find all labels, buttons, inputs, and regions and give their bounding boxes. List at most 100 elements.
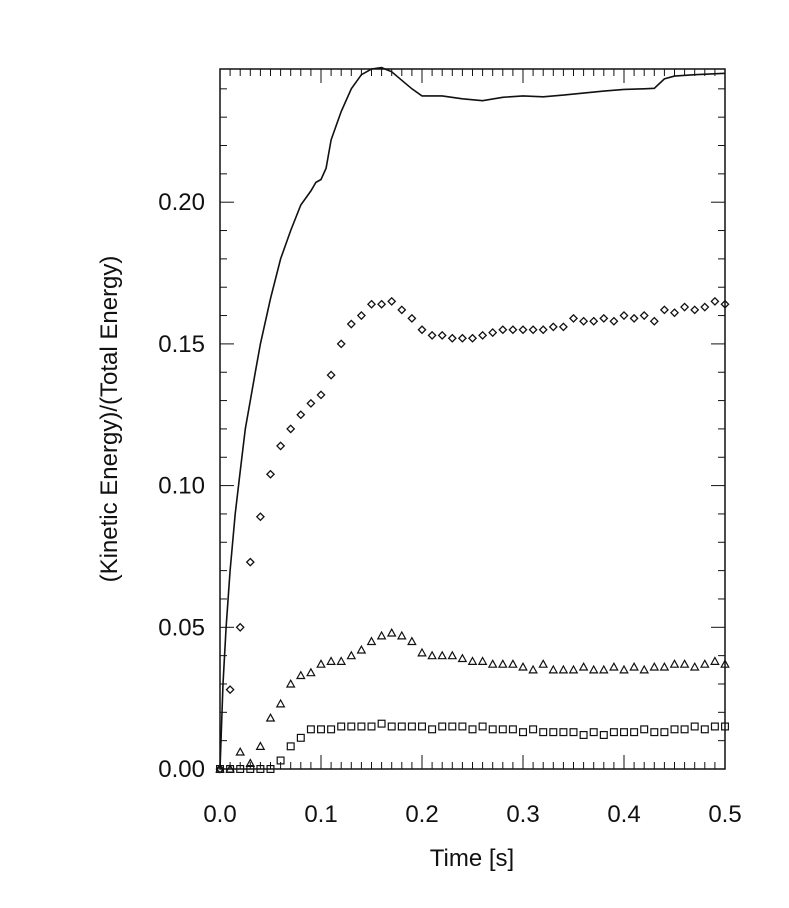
series-square (216, 719, 729, 773)
square-point (609, 728, 618, 737)
triangle-point (316, 659, 326, 668)
diamond-point (306, 398, 316, 408)
diamond-point (478, 330, 488, 340)
diamond-point (296, 410, 306, 420)
triangle-point (417, 647, 427, 657)
triangle-point (295, 670, 306, 680)
diamond-point (589, 316, 599, 326)
triangle-point (447, 650, 458, 660)
square-point (286, 742, 295, 751)
square-point (387, 722, 396, 731)
triangle-point (720, 659, 730, 668)
square-point (478, 722, 487, 731)
square-point (367, 722, 376, 731)
diamond-point (498, 325, 508, 335)
diamond-point (316, 390, 326, 400)
square-point (407, 722, 416, 731)
triangle-point (538, 659, 549, 668)
square-point (619, 728, 628, 737)
diamond-point (225, 685, 235, 695)
triangle-point (356, 644, 367, 654)
diamond-point (710, 296, 720, 306)
square-point (246, 764, 255, 773)
triangle-point (558, 664, 569, 674)
diamond-point (599, 313, 609, 323)
diamond-point (649, 316, 659, 326)
diamond-point (457, 333, 467, 343)
triangle-point (326, 656, 336, 665)
series-triangle (215, 627, 730, 773)
triangle-point (629, 661, 639, 671)
square-point (518, 728, 527, 737)
triangle-point (669, 659, 680, 668)
diamond-point (568, 313, 579, 323)
series-line (219, 66, 726, 770)
triangle-point (265, 712, 276, 722)
diamond-point (265, 469, 276, 479)
diamond-point (488, 328, 498, 338)
square-point (468, 725, 477, 734)
diamond-point (518, 325, 528, 335)
diamond-point (680, 302, 690, 312)
square-point (357, 722, 366, 731)
diamond-point (437, 330, 447, 340)
diamond-point (508, 325, 518, 335)
y-tick-label: 0.20 (158, 189, 205, 216)
diamond-point (619, 311, 629, 321)
square-point (539, 728, 548, 737)
x-tick-label: 0.3 (506, 801, 539, 828)
triangle-point (487, 659, 498, 668)
triangle-point (245, 758, 256, 767)
diamond-point (407, 313, 417, 323)
diamond-point (538, 325, 548, 335)
diamond-point (609, 316, 619, 326)
triangle-point (578, 661, 589, 671)
square-point (680, 725, 689, 734)
triangle-point (649, 661, 660, 671)
x-tick-label: 0.2 (405, 801, 438, 828)
diamond-point (397, 305, 407, 315)
diamond-point (669, 308, 680, 318)
square-point (579, 730, 588, 739)
diamond-point (690, 305, 700, 315)
square-point (317, 725, 326, 734)
triangle-point (437, 650, 448, 660)
triangle-point (528, 664, 538, 674)
square-point (488, 725, 497, 734)
square-point (549, 728, 558, 737)
diamond-point (377, 299, 387, 309)
triangle-point (477, 656, 488, 665)
square-point (226, 764, 235, 773)
square-point (296, 733, 305, 742)
y-tick-labels: 0.00 0.05 0.10 0.15 0.20 (158, 189, 205, 783)
diamond-point (245, 557, 255, 567)
diamond-point (558, 322, 568, 332)
square-point (448, 722, 457, 731)
triangle-point (710, 656, 720, 665)
diamond-point (639, 311, 649, 321)
square-point (529, 725, 538, 734)
triangle-point (407, 636, 417, 646)
square-point (216, 764, 225, 773)
triangle-point (619, 664, 629, 674)
square-point (720, 722, 729, 731)
square-point (306, 725, 315, 734)
diamond-point (286, 424, 296, 434)
square-point (428, 725, 437, 734)
square-point (337, 722, 346, 731)
x-tick-label: 0.4 (607, 801, 640, 828)
diamond-point (366, 299, 377, 309)
square-point (498, 725, 507, 734)
diamond-point (659, 305, 669, 315)
diamond-point (255, 512, 265, 522)
triangle-point (235, 746, 246, 756)
square-point (266, 764, 275, 773)
square-point (418, 722, 427, 731)
square-point (327, 725, 336, 734)
triangle-point (376, 630, 387, 640)
square-point (559, 728, 568, 737)
square-point (438, 722, 447, 731)
x-tick-label: 0.5 (708, 801, 741, 828)
triangle-point (336, 656, 347, 665)
